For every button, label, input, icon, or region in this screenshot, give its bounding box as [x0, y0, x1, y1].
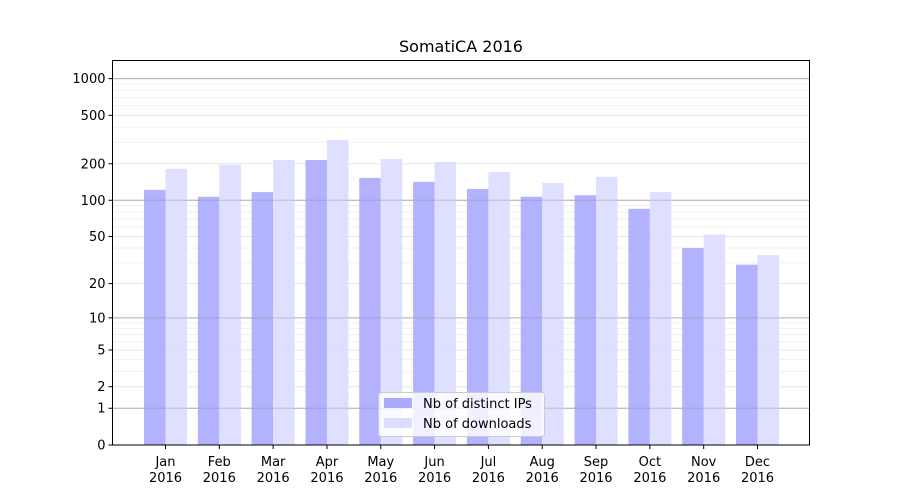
bar-downloads-nov — [703, 234, 726, 445]
legend-swatch — [384, 398, 412, 408]
y-tick-label: 200 — [81, 157, 106, 172]
x-tick-label: Jun — [423, 455, 444, 470]
y-tick-label: 1000 — [72, 72, 105, 87]
x-tick-label: May — [367, 455, 394, 470]
legend-swatch — [384, 418, 412, 428]
bar-distinct-ips-nov — [682, 248, 704, 445]
x-tick-label-year: 2016 — [364, 471, 397, 486]
bar-distinct-ips-feb — [197, 196, 220, 445]
chart-title: SomatiCA 2016 — [399, 37, 523, 56]
x-tick-label: Mar — [261, 455, 286, 470]
y-tick-label: 5 — [97, 343, 105, 358]
bar-distinct-ips-oct — [628, 208, 650, 445]
bar-downloads-mar — [273, 159, 295, 445]
y-tick-label: 500 — [81, 109, 106, 124]
bar-distinct-ips-mar — [251, 192, 274, 445]
x-tick-label-year: 2016 — [149, 471, 182, 486]
bar-distinct-ips-jul — [466, 188, 489, 445]
legend-label: Nb of distinct IPs — [423, 397, 532, 412]
bar-downloads-jan — [165, 168, 187, 446]
bar-downloads-jun — [434, 161, 457, 445]
y-tick-label: 1 — [97, 402, 105, 417]
x-tick-label: Aug — [530, 455, 555, 470]
bar-distinct-ips-jun — [413, 181, 435, 445]
x-tick-label-year: 2016 — [741, 471, 774, 486]
y-tick-label: 20 — [89, 277, 106, 292]
bar-downloads-jul — [488, 172, 510, 445]
legend-box — [378, 392, 545, 437]
y-tick-label: 50 — [89, 230, 106, 245]
x-tick-label-year: 2016 — [472, 471, 505, 486]
legend: Nb of distinct IPs Nb of downloads — [378, 392, 545, 437]
y-tick-label: 2 — [97, 380, 105, 395]
x-tick-label: Jul — [480, 455, 497, 470]
bar-downloads-apr — [326, 139, 349, 445]
x-tick-label-year: 2016 — [257, 471, 290, 486]
bar-distinct-ips-sep — [574, 195, 597, 445]
bar-downloads-sep — [596, 176, 618, 445]
bar-distinct-ips-jan — [144, 189, 166, 445]
legend-label: Nb of downloads — [423, 417, 532, 432]
bar-distinct-ips-may — [359, 177, 381, 445]
x-tick-label: Oct — [639, 455, 661, 470]
x-tick-label-year: 2016 — [203, 471, 236, 486]
x-tick-label-year: 2016 — [687, 471, 720, 486]
x-tick-label-year: 2016 — [418, 471, 451, 486]
y-tick-label: 10 — [89, 311, 106, 326]
x-tick-label-year: 2016 — [310, 471, 343, 486]
bar-distinct-ips-dec — [736, 264, 758, 445]
x-tick-label: Nov — [691, 455, 717, 470]
x-tick-label: Jan — [154, 455, 175, 470]
bar-distinct-ips-apr — [305, 159, 327, 445]
x-tick-label-year: 2016 — [526, 471, 559, 486]
y-tick-label: 100 — [81, 194, 106, 209]
x-tick-label: Sep — [584, 455, 609, 470]
plot-frame — [112, 60, 810, 446]
x-tick-label-year: 2016 — [633, 471, 666, 486]
x-tick-label-year: 2016 — [579, 471, 612, 486]
bar-distinct-ips-aug — [520, 196, 543, 445]
y-tick-label: 0 — [97, 439, 105, 454]
bar-downloads-dec — [757, 254, 779, 445]
bar-downloads-oct — [649, 192, 672, 445]
x-tick-label: Dec — [745, 455, 770, 470]
x-tick-label: Feb — [208, 455, 231, 470]
bar-downloads-feb — [219, 164, 241, 445]
x-tick-label: Apr — [316, 455, 339, 470]
bar-downloads-may — [380, 158, 403, 446]
bar-downloads-aug — [542, 182, 564, 445]
